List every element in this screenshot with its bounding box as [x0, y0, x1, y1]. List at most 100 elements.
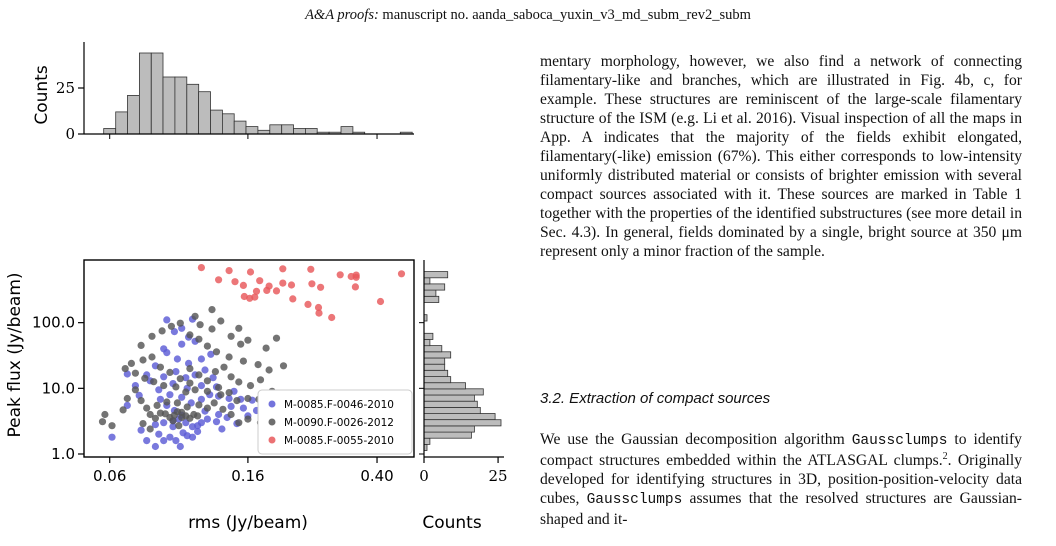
scatter-point-s1 [160, 345, 168, 353]
p2-part-b: to identify compact structures embedded … [540, 431, 1022, 469]
scatter-point-s2 [246, 382, 255, 390]
scatter-point-s2 [146, 425, 154, 433]
scatter-point-s2 [254, 361, 262, 369]
scatter-point-s1 [143, 437, 151, 445]
scatter-point-s2 [191, 386, 199, 394]
scatter-point-s3 [246, 268, 255, 276]
right-hist-bar [423, 277, 431, 285]
top-hist-bar [138, 52, 152, 135]
right-hist-bar [423, 289, 437, 297]
scatter-point-s2 [182, 388, 190, 396]
top-hist-bar [162, 76, 176, 135]
scatter-point-s3 [279, 265, 287, 273]
top-hist-bar [221, 113, 235, 135]
scatter-point-s2 [137, 341, 145, 349]
top-hist-bar [340, 126, 354, 135]
scatter-point-s3 [317, 283, 325, 291]
scatter-point-s2 [244, 394, 252, 403]
scatter-point-s2 [227, 410, 235, 419]
scatter-point-s1 [160, 419, 168, 427]
manuscript-id: manuscript no. aanda_saboca_yuxin_v3_md_… [378, 7, 751, 23]
scatter-point-s2 [175, 422, 183, 430]
scatter-point-s2 [119, 406, 127, 414]
scatter-point-s1 [173, 355, 181, 363]
scatter-point-s3 [308, 280, 316, 288]
right-hist-bar [423, 419, 502, 427]
scatter-point-s2 [166, 368, 174, 376]
scatter-point-s2 [227, 332, 235, 340]
scatter-point-s3 [289, 295, 297, 303]
scatter-point-s2 [186, 331, 194, 339]
right-hist-bar [423, 388, 484, 396]
scatter-point-s2 [256, 376, 265, 384]
top-hist-bar [245, 126, 259, 135]
top-hist-bar [174, 76, 188, 135]
scatter-point-s2 [195, 371, 203, 379]
scatter-point-s2 [235, 419, 243, 427]
scatter-point-s2 [143, 404, 151, 412]
right-hist-bar [423, 339, 431, 347]
scatter-point-s2 [272, 334, 281, 342]
scatter-point-s2 [176, 375, 184, 383]
scatter-point-s1 [194, 422, 202, 430]
scatter-point-s2 [131, 386, 139, 394]
p2-part-d: assumes that the resolved structures are… [540, 490, 1022, 528]
scatter-point-s3 [397, 270, 406, 278]
scatter-point-s2 [203, 387, 211, 395]
right-hist-bar [423, 413, 496, 420]
paragraph-1: mentary morphology, however, we also fin… [540, 53, 1022, 260]
scatter-point-s1 [163, 316, 171, 324]
scatter-point-s2 [210, 399, 218, 407]
scatter-point-s2 [148, 353, 156, 361]
scatter-point-s2 [123, 394, 131, 403]
running-header: A&A proofs: manuscript no. aanda_saboca_… [0, 7, 1056, 24]
top-hist-bar [127, 95, 140, 135]
top-hist-bar [115, 111, 128, 135]
scatter-point-s1 [188, 433, 197, 441]
top-hist-ytick-label: 25 [56, 79, 75, 97]
scatter-point-s3 [251, 293, 259, 301]
scatter-point-s2 [227, 373, 235, 381]
top-hist-bar [186, 83, 200, 135]
scatter-point-s2 [208, 325, 216, 333]
main-ylabel: Peak flux (Jy/beam) [5, 272, 25, 437]
scatter-point-s3 [215, 276, 223, 284]
scatter-point-s3 [336, 271, 344, 279]
right-hist-bar [423, 295, 440, 303]
scatter-point-s2 [219, 405, 227, 413]
body-text-paragraph-1: mentary morphology, however, we also fin… [540, 52, 1022, 261]
scatter-point-s2 [127, 359, 135, 367]
scatter-point-s2 [141, 374, 149, 382]
scatter-point-s2 [217, 317, 225, 325]
scatter-point-s2 [239, 357, 247, 365]
legend-marker-3 [268, 436, 276, 444]
scatter-point-s3 [239, 281, 247, 289]
scatter-point-s3 [314, 303, 323, 312]
scatter-point-s2 [217, 391, 225, 399]
scatter-point-s3 [315, 309, 323, 317]
scatter-point-s1 [172, 368, 180, 376]
scatter-point-s1 [227, 402, 235, 410]
top-hist-bar [233, 120, 247, 135]
scatter-point-s2 [208, 306, 216, 314]
right-hist-bar [423, 382, 466, 390]
right-hist-xlabel: Counts [422, 513, 481, 533]
scatter-point-s2 [160, 382, 168, 390]
scatter-point-s2 [203, 404, 211, 412]
scatter-point-s2 [279, 362, 288, 370]
scatter-point-s2 [196, 321, 204, 329]
right-hist-bar [423, 332, 434, 340]
top-hist-ylabel: Counts [32, 65, 52, 124]
scatter-point-s2 [121, 365, 129, 373]
scatter-point-s1 [151, 442, 159, 451]
scatter-point-s2 [139, 356, 147, 364]
scatter-point-s1 [169, 423, 177, 431]
scatter-point-s1 [225, 394, 233, 403]
scatter-point-s3 [328, 313, 336, 322]
top-hist-bar [304, 128, 318, 135]
scatter-point-s2 [186, 379, 194, 387]
scatter-point-s2 [146, 410, 154, 419]
top-hist-bar [198, 91, 211, 135]
scatter-point-s1 [137, 426, 145, 434]
scatter-point-s2 [101, 410, 109, 419]
